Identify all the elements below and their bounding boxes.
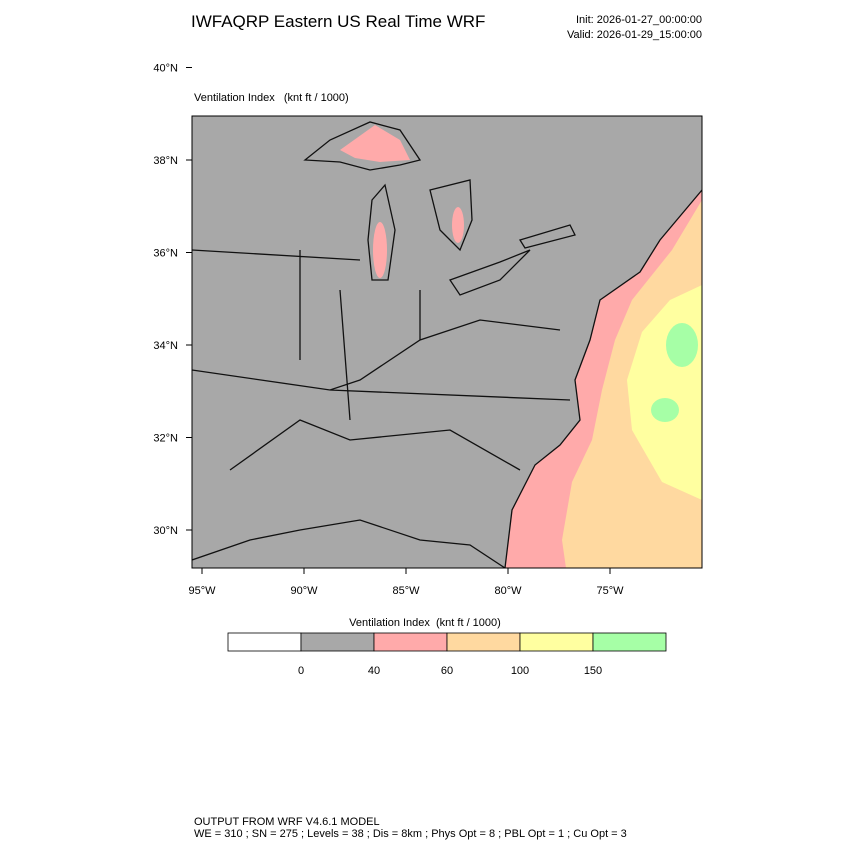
- lake-shade: [340, 125, 410, 162]
- gulf-coast: [192, 519, 506, 568]
- lon-label: 90°W: [290, 585, 318, 597]
- lat-label: 38°N: [153, 155, 178, 167]
- lake-erie: [448, 249, 531, 296]
- lat-label: 40°N: [153, 63, 178, 75]
- lon-label: 75°W: [596, 585, 624, 597]
- state-borders: [192, 249, 571, 471]
- footer-line: OUTPUT FROM WRF V4.6.1 MODEL: [194, 816, 380, 828]
- footer-line: WE = 310 ; SN = 275 ; Levels = 38 ; Dis …: [194, 828, 627, 840]
- lake-huron: [429, 179, 473, 252]
- colorbar-box: [300, 632, 375, 652]
- colorbar-title: Ventilation Index (knt ft / 1000): [349, 617, 501, 629]
- lake-shade: [373, 222, 387, 278]
- lat-label: 30°N: [153, 525, 178, 537]
- colorbar-box: [227, 632, 302, 652]
- colorbar-label: 0: [298, 665, 304, 677]
- colorbar: 0 40 60 100 150: [227, 632, 667, 677]
- lat-label: 34°N: [153, 340, 178, 352]
- map: [192, 116, 702, 568]
- lake-shade: [452, 207, 464, 243]
- colorbar-label: 150: [584, 665, 602, 677]
- colorbar-label: 40: [368, 665, 380, 677]
- ocean-shade: [666, 323, 698, 367]
- map-subtitle: Ventilation Index (knt ft / 1000): [194, 92, 349, 104]
- ocean-shade: [651, 398, 679, 422]
- title: IWFAQRP Eastern US Real Time WRF: [191, 12, 485, 31]
- colorbar-box: [373, 632, 448, 652]
- colorbar-label: 100: [511, 665, 529, 677]
- colorbar-box: [446, 632, 521, 652]
- colorbar-label: 60: [441, 665, 453, 677]
- colorbar-box: [592, 632, 667, 652]
- lake-superior: [303, 121, 422, 171]
- lon-label: 80°W: [494, 585, 522, 597]
- colorbar-box: [519, 632, 594, 652]
- coastline: [504, 189, 702, 568]
- lake-ontario: [518, 224, 576, 249]
- valid-time: Valid: 2026-01-29_15:00:00: [567, 29, 702, 41]
- lat-label: 32°N: [153, 433, 178, 445]
- lake-michigan: [367, 183, 396, 281]
- lon-label: 95°W: [188, 585, 216, 597]
- map-frame: [191, 115, 703, 569]
- init-time: Init: 2026-01-27_00:00:00: [576, 14, 702, 26]
- lat-label: 36°N: [153, 248, 178, 260]
- lon-label: 85°W: [392, 585, 420, 597]
